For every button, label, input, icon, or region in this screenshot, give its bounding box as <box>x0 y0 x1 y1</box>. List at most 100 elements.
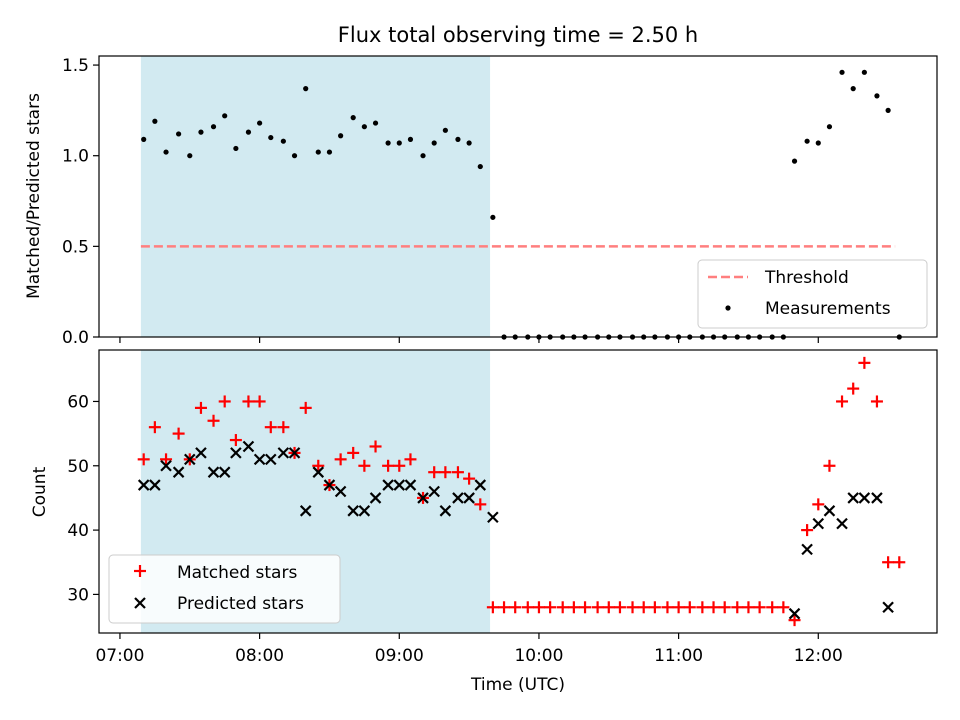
predicted-star-marker <box>312 466 325 478</box>
predicted-star-marker <box>428 485 440 498</box>
predicted-star-marker <box>253 453 266 466</box>
predicted-star-marker <box>823 505 836 517</box>
count-y-tick-label: 60 <box>67 392 89 412</box>
matched-star-marker <box>486 601 499 614</box>
measurement-point <box>361 124 367 130</box>
x-tick-label: 09:00 <box>375 646 424 666</box>
measurement-point <box>885 107 891 113</box>
matched-star-marker <box>334 453 347 466</box>
matched-legend-label: Matched stars <box>177 563 297 583</box>
predicted-star-marker <box>463 492 475 504</box>
matched-star-marker <box>369 440 382 453</box>
predicted-star-marker <box>358 505 371 517</box>
predicted-star-marker <box>207 466 220 478</box>
measurement-point <box>861 69 867 75</box>
predicted-star-marker <box>417 492 429 504</box>
matched-star-marker <box>672 601 685 614</box>
measurement-point <box>257 120 263 126</box>
predicted-star-marker <box>393 479 406 491</box>
ratio-y-axis-label: Matched/Predicted stars <box>24 93 44 299</box>
x-tick-label: 12:00 <box>794 646 843 666</box>
predicted-star-marker <box>288 447 301 459</box>
matched-star-marker <box>753 601 766 614</box>
matched-star-marker <box>836 395 849 408</box>
count-y-tick-label: 50 <box>67 457 89 477</box>
matched-star-marker <box>277 421 290 434</box>
measurement-point <box>466 140 472 146</box>
predicted-star-marker <box>149 479 161 491</box>
matched-star-marker <box>544 601 557 614</box>
matched-star-marker <box>812 498 825 511</box>
predicted-star-marker <box>487 511 499 524</box>
ratio-legend: Threshold Measurements <box>697 259 928 329</box>
predicted-star-marker <box>369 492 382 504</box>
ratio-y-tick-label: 1.5 <box>62 56 89 76</box>
matched-star-marker <box>766 601 779 614</box>
predicted-star-marker <box>812 517 825 530</box>
x-tick-label: 07:00 <box>95 646 144 666</box>
predicted-star-marker <box>184 453 196 466</box>
matched-star-marker <box>148 421 161 434</box>
predicted-star-marker <box>474 479 487 491</box>
matched-star-marker <box>648 601 661 614</box>
measurements-legend-label: Measurements <box>765 299 891 319</box>
ratio-plot-frame <box>98 55 938 338</box>
matched-star-marker <box>567 601 580 614</box>
matched-star-marker <box>382 459 395 472</box>
measurement-point <box>350 115 356 121</box>
measurement-point <box>455 136 461 142</box>
matched-star-marker <box>521 601 534 614</box>
measurement-point <box>874 93 880 99</box>
matched-star-marker <box>579 601 592 614</box>
matched-star-marker <box>509 601 522 614</box>
matched-star-marker <box>207 414 220 427</box>
predicted-star-marker <box>882 601 894 614</box>
count-y-axis-label: Count <box>30 466 50 517</box>
predicted-star-marker <box>382 479 394 491</box>
measurement-point <box>198 129 204 135</box>
predicted-star-marker <box>137 479 150 491</box>
matched-star-marker <box>882 556 895 569</box>
measurement-point <box>431 140 437 146</box>
predicted-star-marker <box>858 492 871 504</box>
count-legend-box <box>108 554 341 624</box>
matched-star-marker <box>731 601 744 614</box>
predicted-star-marker <box>404 479 417 491</box>
predicted-star-marker <box>195 447 207 459</box>
matched-star-marker <box>823 459 836 472</box>
matched-star-marker <box>626 601 639 614</box>
measurement-point <box>315 149 321 155</box>
predicted-star-marker <box>172 466 185 478</box>
measurement-point <box>187 153 193 159</box>
measurement-point <box>804 138 810 144</box>
measurement-point <box>268 134 274 141</box>
measurement-point <box>490 214 496 220</box>
matched-star-marker <box>264 421 277 434</box>
matched-star-marker <box>801 524 814 537</box>
ratio-legend-box <box>697 259 928 329</box>
matched-star-marker <box>498 601 511 614</box>
predicted-star-marker <box>265 453 277 466</box>
matched-star-marker <box>451 466 464 479</box>
predicted-legend-swatch <box>134 597 146 609</box>
measurements-legend-swatch <box>725 305 731 311</box>
matched-star-marker <box>137 453 150 466</box>
matched-star-marker <box>661 601 674 614</box>
matched-star-marker <box>683 601 696 614</box>
predicted-star-marker <box>299 505 312 517</box>
count-y-tick-label: 30 <box>67 585 89 605</box>
predicted-star-marker <box>847 492 859 504</box>
count-legend: Matched stars Predicted stars <box>108 554 341 624</box>
predicted-star-marker <box>277 447 290 459</box>
measurement-point <box>176 131 182 137</box>
chart-title: Flux total observing time = 2.50 h <box>338 23 698 47</box>
predicted-star-marker <box>347 505 359 517</box>
predicted-star-marker <box>452 492 464 504</box>
measurement-point <box>385 140 391 146</box>
measurement-point <box>163 149 169 155</box>
x-axis-label: Time (UTC) <box>470 675 565 695</box>
measurement-point <box>826 124 833 130</box>
matched-star-marker <box>858 356 871 369</box>
x-tick-label: 08:00 <box>235 646 284 666</box>
